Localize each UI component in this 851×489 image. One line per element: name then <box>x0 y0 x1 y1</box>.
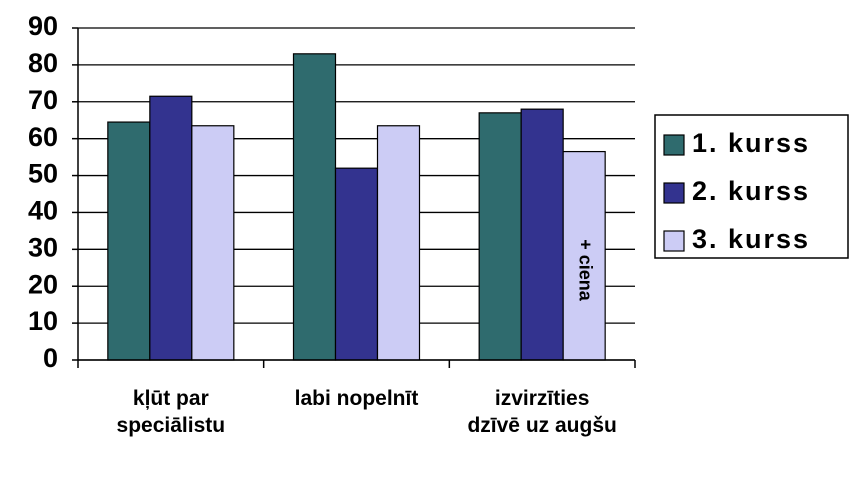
bar <box>292 53 337 361</box>
legend-box <box>654 114 849 259</box>
y-tick-label: 40 <box>28 196 58 226</box>
x-tick-label: kļūt par speciālistu <box>116 387 226 437</box>
legend-label: 3. kurss <box>692 224 810 254</box>
legend-swatch <box>663 182 685 204</box>
bar <box>191 125 235 361</box>
bar <box>520 108 564 361</box>
y-tick-label: 50 <box>28 159 58 189</box>
y-tick-label: 90 <box>28 11 58 41</box>
legend-swatch <box>663 134 685 156</box>
bar <box>149 95 193 361</box>
y-tick-label: 10 <box>28 306 58 336</box>
legend-label: 1. kurss <box>692 128 810 158</box>
bar <box>334 167 379 361</box>
x-tick-label: labi nopelnīt <box>294 387 419 410</box>
y-tick-label: 20 <box>28 269 58 299</box>
bar <box>107 121 151 361</box>
x-tick-label: izvirzīties dzīvē uz augšu <box>467 387 617 437</box>
annotation: + ciena <box>575 239 595 302</box>
bar <box>478 112 522 361</box>
y-tick-label: 30 <box>28 232 58 262</box>
legend-swatch <box>663 230 685 252</box>
bar <box>376 125 421 361</box>
legend-label: 2. kurss <box>692 176 810 206</box>
y-tick-label: 80 <box>28 48 58 78</box>
y-tick-label: 60 <box>28 122 58 152</box>
y-tick-label: 0 <box>43 343 58 373</box>
y-tick-label: 70 <box>28 85 58 115</box>
